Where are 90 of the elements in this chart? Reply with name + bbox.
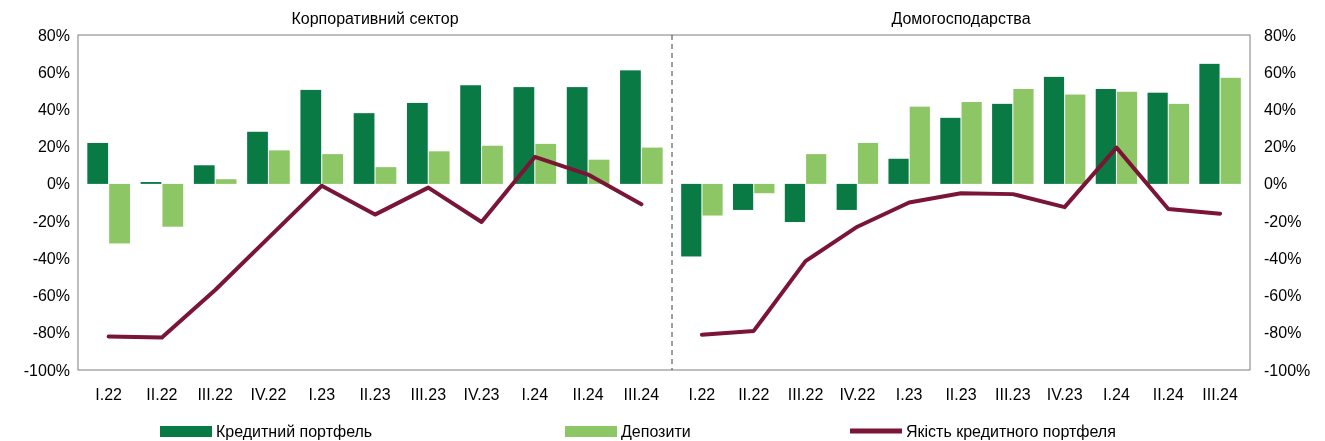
x-tick-label: I.22 [95,386,123,403]
x-tick-label: I.23 [308,386,336,403]
x-tick-label: I.23 [895,386,923,403]
bar [641,147,663,184]
bar [513,87,535,184]
y-tick-label: 40% [37,101,70,119]
line-series [106,154,644,340]
x-tick-label: I.24 [1103,386,1130,403]
bar [460,85,481,184]
bar [909,106,930,184]
y-tick-label: 80% [37,26,70,44]
x-tick-label: I.24 [521,386,549,403]
bar [961,102,982,184]
bar [806,154,827,184]
y-tick-label: -40% [1264,249,1302,267]
line-series [699,145,1223,337]
x-tick-label: II.22 [146,386,178,403]
bar [1095,88,1116,184]
bar [482,145,503,184]
x-tick-label: III.23 [995,386,1031,403]
bar [681,183,702,257]
bar [940,117,961,184]
y-tick-label: 60% [37,63,70,81]
y-tick-label: 80% [1264,26,1297,44]
y-tick-label: -40% [32,249,70,267]
x-tick-label: III.22 [787,386,824,403]
x-tick-label: II.23 [945,386,977,403]
bar [1116,91,1138,184]
bar [857,142,879,184]
x-tick-label: I.22 [688,386,716,403]
y-tick-label: -100% [23,361,70,379]
y-tick-label: 20% [37,138,70,156]
y-tick-label: 0% [46,175,70,193]
bar [784,183,806,223]
y-tick-label: -20% [32,212,70,230]
bar [1168,103,1189,184]
bar [1013,88,1034,184]
y-tick-label: 40% [1264,101,1297,119]
y-tick-label: 0% [1264,175,1288,193]
y-tick-label: -80% [32,324,70,342]
bar [87,142,109,184]
x-tick-label: II.24 [572,386,604,403]
bar [193,165,215,184]
chart-title: Корпоративний сектор [291,10,459,27]
y-tick-label: 60% [1264,63,1297,81]
bar [162,183,184,227]
y-tick-label: -100% [1264,361,1311,379]
x-tick-label: II.22 [738,386,770,403]
bar [406,102,428,184]
bar [300,89,322,184]
bar [1065,94,1086,184]
x-tick-label: II.24 [1152,386,1184,403]
bar [428,151,450,184]
y-tick-label: -60% [1264,287,1302,305]
y-tick-label: -80% [1264,324,1302,342]
bar [247,131,268,184]
bar [109,183,130,244]
bar [754,183,775,194]
legend-label: Якість кредитного портфеля [906,422,1116,440]
x-tick-label: III.23 [410,386,447,403]
bar [322,154,344,184]
bar [375,167,397,184]
bar [702,183,723,216]
bar [836,183,857,210]
bar [620,70,641,184]
y-tick-label: -60% [32,287,70,305]
bar [888,158,909,184]
bar [1043,76,1065,184]
bar [353,113,375,184]
bar [215,179,237,184]
bar [1220,77,1241,184]
x-tick-label: III.24 [1202,386,1238,403]
bar [992,103,1013,184]
x-tick-label: III.22 [197,386,234,403]
chart-title: Домогосподарства [891,10,1031,27]
x-tick-label: IV.23 [1046,386,1083,403]
y-tick-label: -20% [1264,212,1302,230]
x-tick-label: III.24 [623,386,660,403]
x-tick-label: IV.22 [839,386,876,403]
x-tick-label: IV.22 [250,386,287,403]
legend-label: Депозити [621,422,691,440]
bar [733,183,754,210]
x-tick-label: IV.23 [463,386,500,403]
y-tick-label: 20% [1264,138,1297,156]
bar [566,87,588,184]
x-tick-label: II.23 [359,386,391,403]
bar [269,150,290,184]
bar [1199,63,1220,184]
bar [1147,92,1168,184]
legend-label: Кредитний портфель [216,422,373,440]
